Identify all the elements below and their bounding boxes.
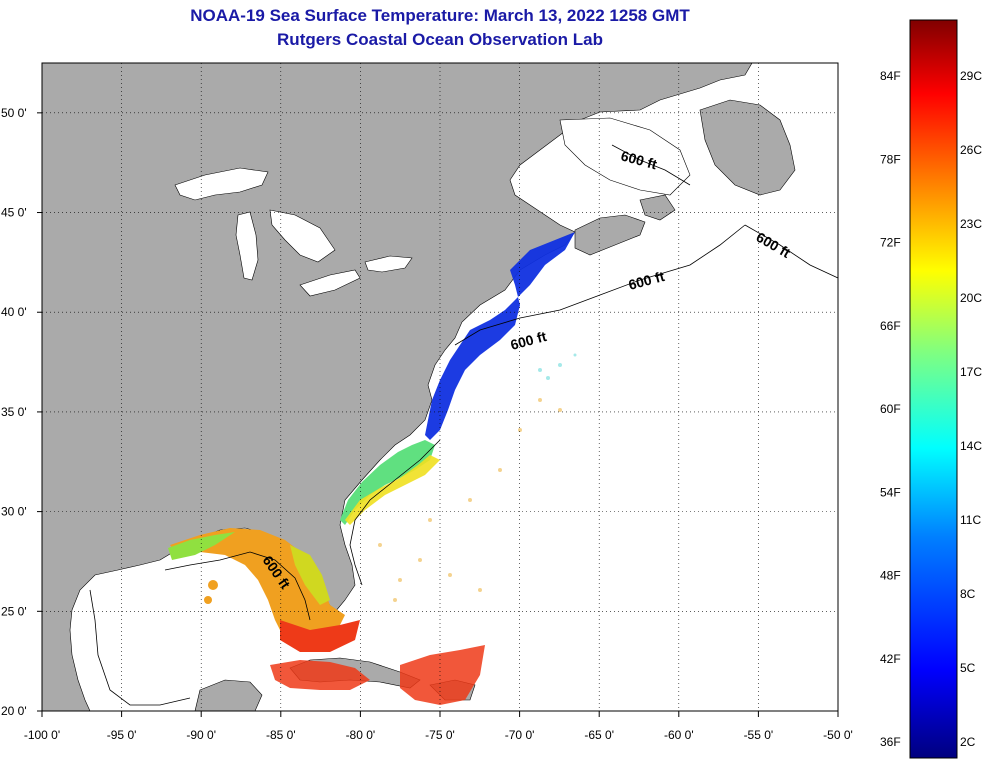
lake-huron — [269, 209, 336, 263]
y-axis-ticks: 50 0' 45 0' 40 0' 35 0' 30 0' 25 0' 20 0' — [1, 106, 42, 718]
colorbar-ticks: 84F 78F 72F 66F 60F 54F 48F 42F 36F 29C 26C 23C 20C 1… — [880, 69, 982, 749]
y-tick-label: 25 0' — [1, 604, 27, 618]
sst-florida-shelf — [290, 545, 330, 605]
y-tick-label: 30 0' — [1, 505, 27, 519]
colorbar-f-label: 66F — [880, 319, 901, 333]
colorbar-c-label: 20C — [960, 291, 982, 305]
x-tick-label: -55 0' — [744, 728, 774, 742]
colorbar-f-label: 78F — [880, 152, 901, 166]
x-tick-label: -85 0' — [266, 728, 296, 742]
colorbar-c-label: 5C — [960, 661, 976, 675]
north-america-land — [41, 62, 753, 712]
x-tick-label: -60 0' — [664, 728, 694, 742]
x-tick-label: -80 0' — [346, 728, 376, 742]
contour-lines-600ft — [89, 144, 839, 706]
colorbar-c-label: 17C — [960, 365, 982, 379]
lake-michigan — [235, 211, 259, 281]
y-tick-label: 50 0' — [1, 106, 27, 120]
x-tick-label: -100 0' — [24, 728, 60, 742]
colorbar-f-label: 72F — [880, 236, 901, 250]
gulf-st-lawrence — [559, 117, 691, 196]
colorbar-f-label: 54F — [880, 485, 901, 499]
sst-southeast-warm — [345, 455, 440, 525]
nova-scotia-land — [574, 214, 646, 256]
lake-ontario — [364, 255, 413, 273]
cape-breton-land — [639, 194, 676, 221]
sst-overlay — [168, 232, 577, 705]
colorbar-c-label: 2C — [960, 735, 976, 749]
x-tick-label: -50 0' — [823, 728, 853, 742]
colorbar-c-label: 26C — [960, 143, 982, 157]
sst-southeast-cool — [340, 440, 435, 525]
lake-superior — [174, 167, 269, 201]
y-tick-label: 45 0' — [1, 206, 27, 220]
colorbar-f-label: 84F — [880, 69, 901, 83]
x-tick-label: -75 0' — [425, 728, 455, 742]
y-tick-label: 35 0' — [1, 405, 27, 419]
sst-caribbean-east — [400, 645, 485, 705]
colorbar-f-label: 60F — [880, 402, 901, 416]
colorbar-c-label: 14C — [960, 439, 982, 453]
sst-gulf-cool-edge — [168, 532, 235, 560]
colorbar-f-label: 42F — [880, 652, 901, 666]
sst-northeast-cold — [425, 232, 575, 440]
lake-erie — [299, 269, 361, 297]
x-tick-label: -95 0' — [107, 728, 137, 742]
colorbar-c-label: 11C — [960, 513, 981, 527]
x-tick-label: -70 0' — [505, 728, 535, 742]
colorbar — [909, 19, 958, 759]
map-title: NOAA-19 Sea Surface Temperature: March 1… — [190, 6, 690, 25]
x-tick-label: -65 0' — [584, 728, 614, 742]
newfoundland-land — [699, 99, 796, 196]
colorbar-c-label: 23C — [960, 217, 982, 231]
colorbar-c-label: 8C — [960, 587, 976, 601]
y-tick-label: 40 0' — [1, 305, 27, 319]
x-axis-ticks: -100 0' -95 0' -90 0' -85 0' -80 0' -75 0' -70… — [24, 711, 853, 742]
colorbar-f-label: 48F — [880, 569, 901, 583]
colorbar-f-label: 36F — [880, 735, 901, 749]
colorbar-c-label: 29C — [960, 69, 982, 83]
x-tick-label: -90 0' — [186, 728, 216, 742]
great-lakes — [174, 117, 691, 297]
map-subtitle: Rutgers Coastal Ocean Observation Lab — [277, 30, 603, 49]
y-tick-label: 20 0' — [1, 704, 27, 718]
sst-caribbean-west — [270, 660, 370, 690]
sst-florida-straits — [280, 620, 360, 652]
